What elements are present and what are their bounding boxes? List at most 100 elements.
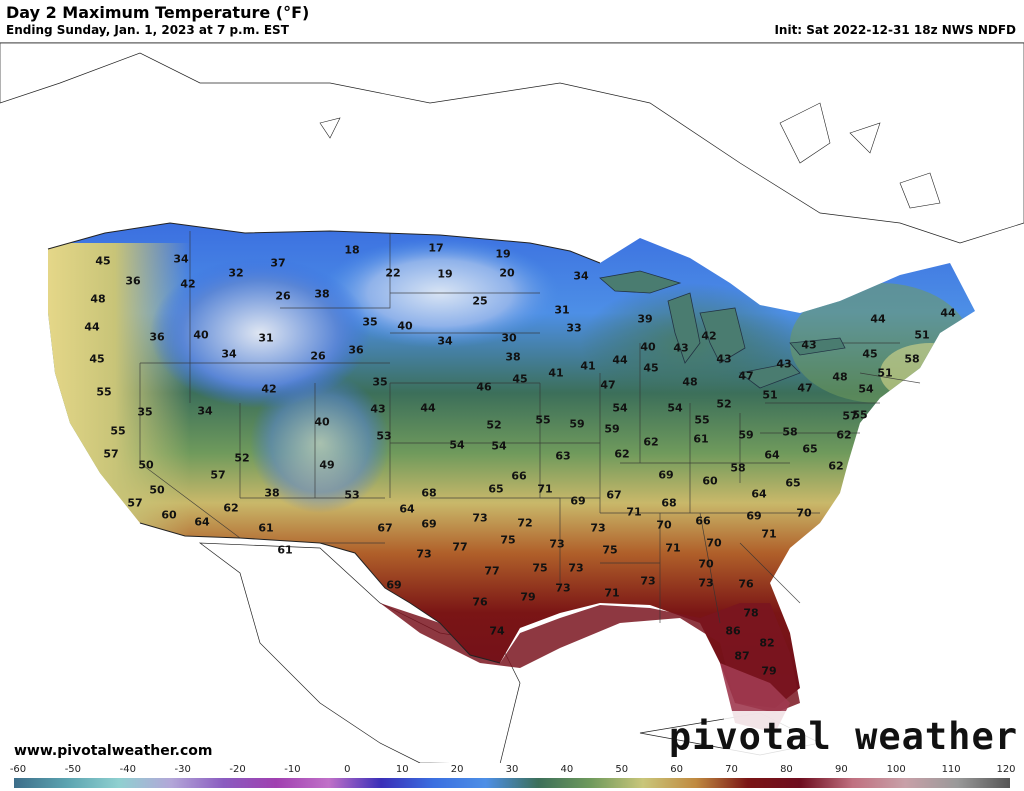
- temperature-value: 55: [96, 385, 112, 399]
- temperature-value: 86: [725, 624, 741, 638]
- temperature-value: 69: [386, 578, 402, 592]
- temperature-value: 54: [449, 438, 465, 452]
- temperature-value: 35: [362, 315, 378, 329]
- temperature-value: 26: [310, 349, 326, 363]
- temperature-value: 71: [761, 527, 777, 541]
- temperature-value: 67: [606, 488, 622, 502]
- temperature-value: 62: [643, 435, 659, 449]
- temperature-value: 77: [484, 564, 500, 578]
- temperature-value: 66: [695, 514, 711, 528]
- brand-logo: pivotal weather: [668, 715, 1018, 758]
- scale-tick-label: 40: [560, 764, 574, 775]
- scale-tick-label: -60: [9, 764, 27, 775]
- temperature-value: 19: [495, 247, 511, 261]
- temperature-map[interactable]: 45 36 34 42 32 37 18 17 19 22 19 20 34 48 26 38 25 31 44 36…: [0, 42, 1024, 765]
- temperature-value: 66: [511, 469, 527, 483]
- temperature-value: 58: [904, 352, 920, 366]
- temperature-value: 36: [348, 343, 364, 357]
- temperature-value: 30: [501, 331, 517, 345]
- scale-tick-label: -30: [174, 764, 191, 775]
- scale-tick-label: 110: [941, 764, 961, 775]
- temperature-value: 31: [554, 303, 570, 317]
- temperature-value: 62: [836, 428, 852, 442]
- temperature-value: 69: [746, 509, 762, 523]
- website-label[interactable]: www.pivotalweather.com: [14, 743, 213, 759]
- temperature-value: 59: [569, 417, 585, 431]
- temperature-value: 87: [734, 649, 750, 663]
- init-time: Init: Sat 2022-12-31 18z NWS NDFD: [774, 23, 1016, 37]
- scale-tick-label: 50: [615, 764, 629, 775]
- temperature-value: 42: [261, 382, 277, 396]
- temperature-value: 58: [782, 425, 798, 439]
- temperature-value: 43: [673, 341, 689, 355]
- temperature-value: 61: [277, 543, 293, 557]
- scale-tick-label: -10: [284, 764, 301, 775]
- temperature-value: 48: [682, 375, 698, 389]
- temperature-value: 68: [661, 496, 677, 510]
- temperature-value: 36: [149, 330, 165, 344]
- temperature-value: 45: [512, 372, 528, 386]
- temperature-value: 47: [600, 378, 616, 392]
- temperature-value: 43: [801, 338, 817, 352]
- temperature-value: 51: [877, 366, 893, 380]
- temperature-value: 62: [828, 459, 844, 473]
- temperature-value: 67: [377, 521, 393, 535]
- temperature-value: 73: [640, 574, 656, 588]
- temperature-value: 57: [210, 468, 226, 482]
- temperature-value: 57: [103, 447, 119, 461]
- temperature-value: 48: [90, 292, 106, 306]
- temperature-value: 43: [776, 357, 792, 371]
- temperature-value: 73: [698, 576, 714, 590]
- temperature-value: 60: [702, 474, 718, 488]
- temperature-value: 34: [173, 252, 189, 266]
- temperature-value: 49: [319, 458, 335, 472]
- temperature-value: 40: [640, 340, 656, 354]
- temperature-value: 65: [785, 476, 801, 490]
- temperature-value: 73: [568, 561, 584, 575]
- temperature-value: 53: [376, 429, 392, 443]
- map-title: Day 2 Maximum Temperature (°F): [6, 3, 310, 22]
- temperature-value: 71: [537, 482, 553, 496]
- temperature-value: 54: [612, 401, 628, 415]
- temperature-value: 52: [716, 397, 732, 411]
- temperature-value: 34: [197, 404, 213, 418]
- scale-tick-label: 80: [780, 764, 793, 775]
- temperature-value: 73: [555, 581, 571, 595]
- temperature-value: 64: [399, 502, 415, 516]
- temperature-value: 55: [110, 424, 126, 438]
- header: Day 2 Maximum Temperature (°F) Ending Su…: [0, 0, 1024, 42]
- temperature-value: 41: [580, 359, 596, 373]
- scale-tick-label: 60: [670, 764, 684, 775]
- temperature-value: 55: [852, 408, 868, 422]
- temperature-value: 71: [626, 505, 642, 519]
- temperature-value: 64: [194, 515, 210, 529]
- color-scale: -60 -50 -40 -30 -20 -10 0 10 20 30 40 50 60 70 80 90 100…: [0, 763, 1024, 791]
- scale-tick-label: 120: [996, 764, 1016, 775]
- temperature-value: 40: [314, 415, 330, 429]
- temperature-value: 79: [520, 590, 536, 604]
- temperature-value: 43: [370, 402, 386, 416]
- temperature-value: 37: [270, 256, 286, 270]
- temperature-value: 34: [437, 334, 453, 348]
- temperature-value: 45: [95, 254, 111, 268]
- temperature-value: 42: [180, 277, 196, 291]
- temperature-value: 69: [658, 468, 674, 482]
- temperature-value: 38: [264, 486, 280, 500]
- scale-tick-label: 100: [886, 764, 906, 775]
- temperature-value: 78: [743, 606, 759, 620]
- scale-tick-label: -20: [229, 764, 246, 775]
- temperature-value: 76: [738, 577, 754, 591]
- temperature-value: 31: [258, 331, 274, 345]
- temperature-value: 42: [701, 329, 717, 343]
- temperature-value: 73: [472, 511, 488, 525]
- temperature-value: 35: [137, 405, 153, 419]
- scale-tick-label: 20: [450, 764, 464, 775]
- temperature-value: 59: [604, 422, 620, 436]
- scale-tick-label: -50: [64, 764, 82, 775]
- temperature-value: 68: [421, 486, 437, 500]
- temperature-value: 40: [397, 319, 413, 333]
- temperature-value: 51: [914, 328, 930, 342]
- temperature-value: 69: [570, 494, 586, 508]
- temperature-value: 34: [221, 347, 237, 361]
- temperature-value: 59: [738, 428, 754, 442]
